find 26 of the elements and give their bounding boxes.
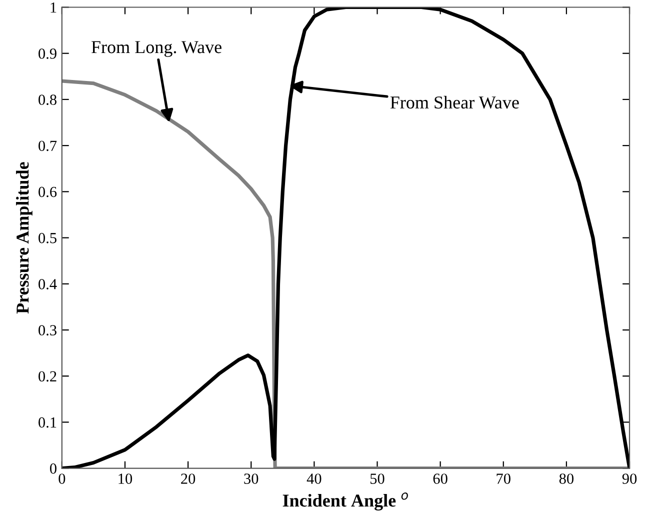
x-tick-label: 10 <box>118 474 132 484</box>
x-tick-label: 30 <box>244 474 258 484</box>
x-tick-label: 80 <box>559 474 574 484</box>
y-axis-title: Pressure Amplitude <box>16 162 32 314</box>
y-tick-label: 0.7 <box>38 140 57 152</box>
x-tick-label: 50 <box>370 474 384 484</box>
y-tick-label: 0 <box>50 463 56 474</box>
x-tick-label: 20 <box>181 474 196 484</box>
x-tick-label: 70 <box>496 474 510 484</box>
line-series <box>62 7 630 468</box>
y-tick-label: 0.1 <box>38 417 56 428</box>
y-tick-label: 0.9 <box>38 48 56 59</box>
y-tick-label: 0.8 <box>38 94 56 105</box>
annotation: From Long. Wave <box>91 41 222 57</box>
x-tick-label: 90 <box>622 474 637 484</box>
x-tick-label: 0 <box>58 474 66 484</box>
annotation: From Shear Wave <box>390 96 519 109</box>
y-tick-label: 0.4 <box>38 279 57 290</box>
y-tick-label: 0.2 <box>38 371 56 382</box>
x-tick-label: 40 <box>306 474 322 484</box>
x-tick-label: 60 <box>433 474 448 484</box>
y-tick-label: 0.6 <box>38 186 57 198</box>
y-tick-label: 0.5 <box>38 232 56 244</box>
y-tick-label: 0.3 <box>38 325 56 336</box>
x-axis-title: Incident Angle $^{o}$ <box>282 492 408 511</box>
y-tick-label: 1 <box>50 2 56 13</box>
